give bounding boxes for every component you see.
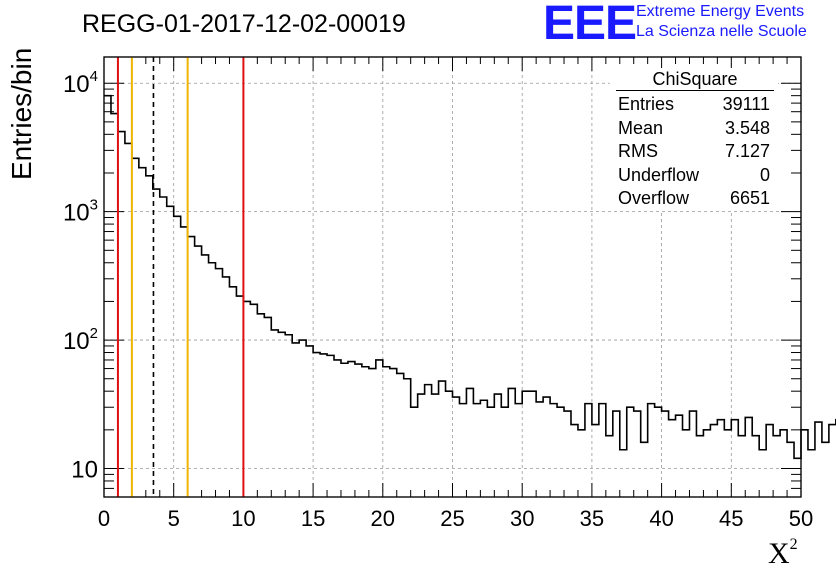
x-tick-label: 20 (371, 506, 395, 531)
stats-label: Underflow (618, 164, 700, 185)
y-tick-label: 104 (63, 68, 98, 98)
x-tick-label: 15 (301, 506, 325, 531)
axis-ticks (103, 57, 802, 498)
eee-logo: EEE (543, 0, 637, 50)
plot-frame-top (103, 56, 802, 498)
x-tick-labels: 0 5 10 15 20 25 30 35 40 45 50 (98, 506, 813, 531)
x-axis-label: X2 (768, 536, 798, 571)
stats-label: RMS (618, 141, 658, 161)
x-axis-label-base: X (768, 537, 790, 570)
y-tick-mantissa: 10 (71, 457, 98, 484)
stats-value: 7.127 (724, 141, 770, 161)
stats-label: Mean (618, 117, 664, 138)
x-tick-label: 30 (510, 506, 534, 531)
x-tick-label: 40 (649, 506, 673, 531)
x-tick-label: 5 (168, 506, 180, 531)
stats-value: 6651 (729, 188, 770, 208)
stats-value: 3.548 (724, 117, 770, 138)
stats-value: 39111 (722, 94, 770, 114)
stats-row: Underflow 0 (610, 164, 778, 188)
x-tick-label: 45 (719, 506, 743, 531)
y-tick-label: 10 (71, 457, 98, 484)
stats-title: ChiSquare (616, 68, 774, 91)
x-tick-label: 35 (580, 506, 604, 531)
y-tick-mantissa: 10 (63, 328, 90, 355)
x-axis-label-superscript: 2 (789, 536, 798, 553)
stats-row: Overflow 6651 (610, 187, 778, 211)
stats-value: 0 (759, 164, 770, 185)
y-tick-exponent: 4 (90, 68, 98, 85)
org-subtitle: La Scienza nelle Scuole (636, 23, 807, 40)
histogram-series (104, 94, 836, 460)
stats-label: Entries (618, 94, 675, 114)
y-tick-label: 103 (63, 197, 98, 227)
stats-row: Mean 3.548 (610, 117, 778, 141)
x-tick-label: 50 (789, 506, 813, 531)
y-tick-exponent: 2 (90, 325, 98, 342)
x-tick-label: 10 (231, 506, 255, 531)
marker-lines (116, 57, 245, 497)
y-tick-label: 102 (63, 325, 98, 355)
y-tick-mantissa: 10 (63, 200, 90, 227)
x-tick-label: 0 (98, 506, 110, 531)
y-tick-exponent: 3 (90, 197, 98, 214)
stats-box: ChiSquare Entries 39111 Mean 3.548 RMS 7.12… (610, 68, 778, 211)
y-tick-mantissa: 10 (63, 71, 90, 98)
plot-title: REGG-01-2017-12-02-00019 (82, 10, 406, 38)
stats-label: Overflow (618, 188, 690, 208)
org-name: Extreme Energy Events (636, 3, 805, 20)
stats-row: RMS 7.127 (610, 140, 778, 164)
stats-row: Entries 39111 (610, 93, 778, 117)
y-axis-label: Entries/bin (6, 47, 37, 180)
x-tick-label: 25 (440, 506, 464, 531)
